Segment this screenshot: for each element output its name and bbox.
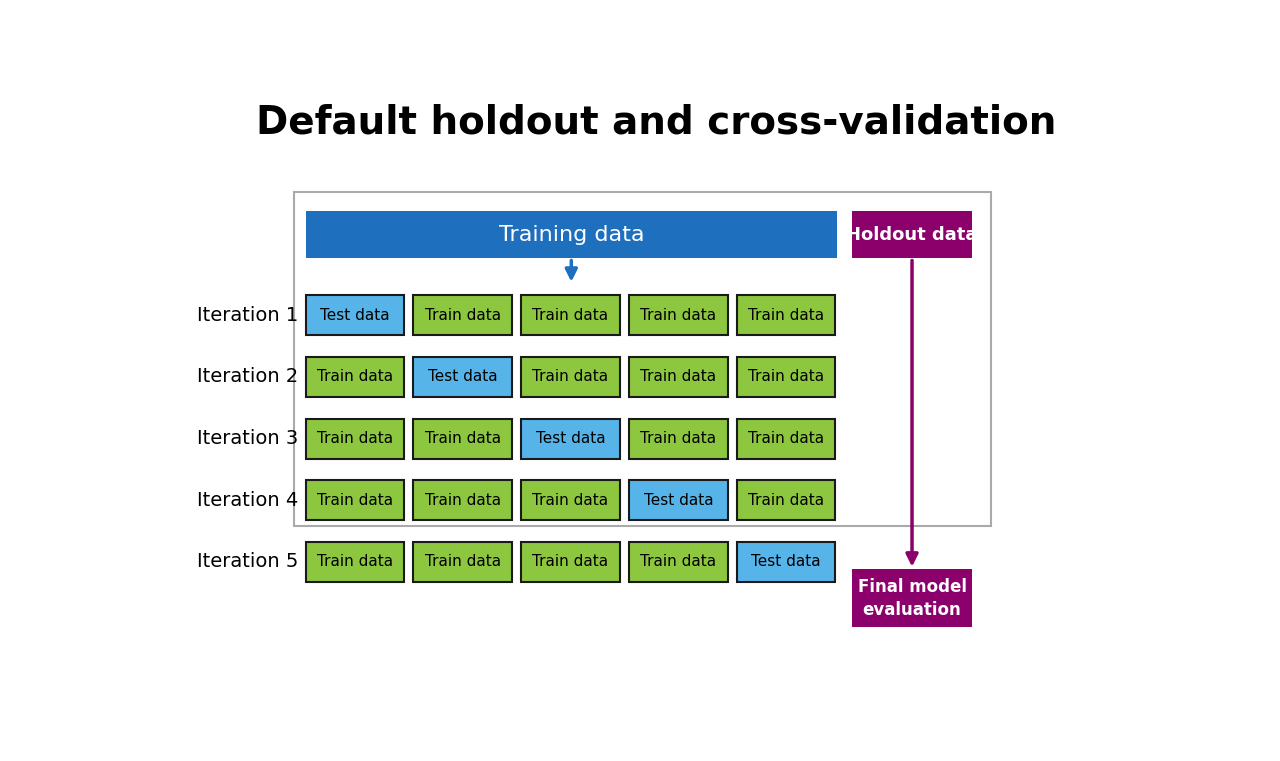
Text: Train data: Train data — [640, 554, 717, 569]
Text: Test data: Test data — [428, 370, 498, 384]
Text: Train data: Train data — [748, 492, 824, 508]
FancyBboxPatch shape — [737, 480, 836, 521]
Text: Iteration 2: Iteration 2 — [197, 368, 298, 387]
Text: Training data: Training data — [498, 224, 644, 244]
Text: Train data: Train data — [532, 370, 608, 384]
Text: Train data: Train data — [748, 370, 824, 384]
Text: Train data: Train data — [317, 370, 393, 384]
Text: Train data: Train data — [425, 554, 500, 569]
FancyBboxPatch shape — [521, 419, 620, 459]
FancyBboxPatch shape — [413, 542, 512, 582]
FancyBboxPatch shape — [306, 480, 404, 521]
Text: Train data: Train data — [532, 554, 608, 569]
FancyBboxPatch shape — [521, 357, 620, 397]
Text: Train data: Train data — [532, 492, 608, 508]
FancyBboxPatch shape — [737, 419, 836, 459]
Text: Iteration 5: Iteration 5 — [197, 552, 298, 572]
Text: Train data: Train data — [425, 308, 500, 323]
Text: Train data: Train data — [425, 492, 500, 508]
Text: Test data: Test data — [320, 308, 389, 323]
FancyBboxPatch shape — [852, 212, 972, 258]
FancyBboxPatch shape — [306, 357, 404, 397]
FancyBboxPatch shape — [521, 542, 620, 582]
FancyBboxPatch shape — [306, 542, 404, 582]
FancyBboxPatch shape — [737, 357, 836, 397]
Text: Test data: Test data — [644, 492, 713, 508]
Text: Test data: Test data — [751, 554, 820, 569]
Text: Test data: Test data — [536, 431, 605, 446]
FancyBboxPatch shape — [306, 419, 404, 459]
Text: Train data: Train data — [640, 308, 717, 323]
FancyBboxPatch shape — [628, 295, 727, 336]
FancyBboxPatch shape — [852, 569, 972, 627]
FancyBboxPatch shape — [306, 212, 837, 258]
FancyBboxPatch shape — [737, 295, 836, 336]
FancyBboxPatch shape — [628, 480, 727, 521]
Text: Train data: Train data — [532, 308, 608, 323]
FancyBboxPatch shape — [413, 480, 512, 521]
Text: Train data: Train data — [425, 431, 500, 446]
FancyBboxPatch shape — [628, 542, 727, 582]
Text: Iteration 3: Iteration 3 — [197, 429, 298, 448]
FancyBboxPatch shape — [306, 295, 404, 336]
Text: Train data: Train data — [748, 308, 824, 323]
Text: Train data: Train data — [748, 431, 824, 446]
Text: Train data: Train data — [640, 431, 717, 446]
Text: Train data: Train data — [317, 554, 393, 569]
Text: Train data: Train data — [640, 370, 717, 384]
FancyBboxPatch shape — [628, 357, 727, 397]
Text: Default holdout and cross-validation: Default holdout and cross-validation — [256, 104, 1056, 142]
Text: Train data: Train data — [317, 492, 393, 508]
Text: Final model
evaluation: Final model evaluation — [858, 578, 966, 619]
FancyBboxPatch shape — [413, 357, 512, 397]
FancyBboxPatch shape — [628, 419, 727, 459]
Text: Holdout data: Holdout data — [846, 225, 978, 244]
FancyBboxPatch shape — [737, 542, 836, 582]
Text: Train data: Train data — [317, 431, 393, 446]
FancyBboxPatch shape — [413, 419, 512, 459]
Text: Iteration 4: Iteration 4 — [197, 491, 298, 510]
FancyBboxPatch shape — [521, 480, 620, 521]
FancyBboxPatch shape — [413, 295, 512, 336]
FancyBboxPatch shape — [521, 295, 620, 336]
Text: Iteration 1: Iteration 1 — [197, 306, 298, 325]
